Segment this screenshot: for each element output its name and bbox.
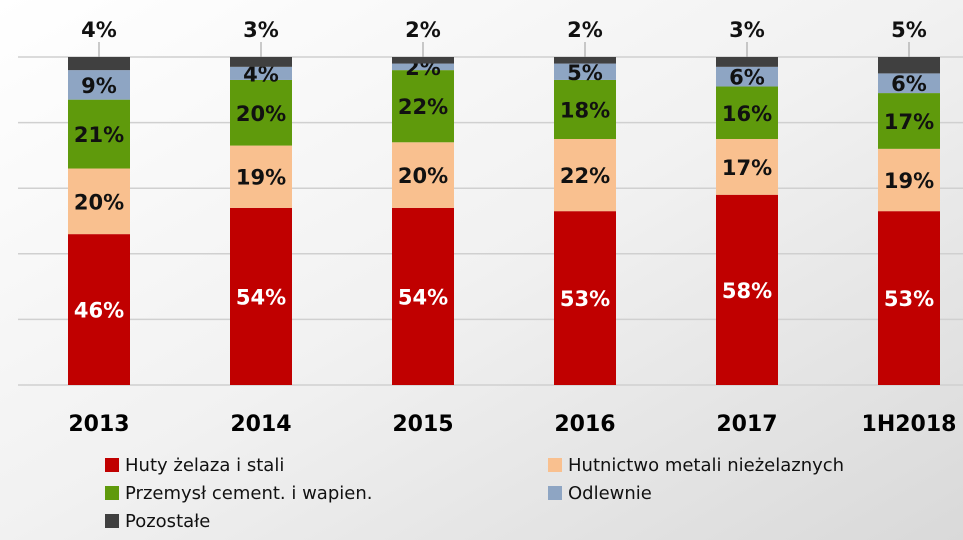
data-label: 54% bbox=[398, 285, 448, 309]
data-label: 2% bbox=[405, 18, 441, 42]
legend-swatch bbox=[105, 514, 119, 528]
bar-segment bbox=[878, 93, 940, 149]
data-label: 19% bbox=[236, 166, 286, 190]
bar-segment bbox=[392, 207, 454, 385]
bar-segment bbox=[392, 63, 454, 71]
legend-swatch bbox=[105, 486, 119, 500]
x-tick-label: 2013 bbox=[68, 412, 129, 437]
bar-segment bbox=[878, 211, 940, 385]
bar-segment bbox=[878, 73, 940, 94]
bar-segment bbox=[230, 207, 292, 385]
data-label: 5% bbox=[891, 18, 927, 42]
x-tick-label: 2016 bbox=[554, 412, 615, 437]
bar-segment bbox=[230, 145, 292, 208]
legend-label: Odlewnie bbox=[568, 483, 652, 504]
bar-segment bbox=[392, 70, 454, 143]
bar-segment bbox=[716, 57, 778, 67]
data-label: 3% bbox=[729, 18, 765, 42]
legend-swatch bbox=[105, 458, 119, 472]
data-label: 46% bbox=[74, 299, 124, 323]
legend-swatch bbox=[548, 458, 562, 472]
x-tick-label: 1H2018 bbox=[862, 412, 957, 437]
x-tick-label: 2015 bbox=[392, 412, 453, 437]
bar-segment bbox=[716, 194, 778, 385]
bar-segment bbox=[68, 234, 130, 385]
x-tick-label: 2014 bbox=[230, 412, 291, 437]
bar-segment bbox=[554, 211, 616, 385]
data-label: 20% bbox=[74, 190, 124, 214]
data-label: 53% bbox=[560, 287, 610, 311]
x-tick-label: 2017 bbox=[716, 412, 777, 437]
data-label: 17% bbox=[722, 156, 772, 180]
data-label: 3% bbox=[243, 18, 279, 42]
legend-label: Hutnictwo metali nieżelaznych bbox=[568, 455, 844, 476]
data-label: 54% bbox=[236, 285, 286, 309]
data-label: 17% bbox=[884, 110, 934, 134]
bar-segment bbox=[554, 57, 616, 64]
bar-segment bbox=[554, 139, 616, 212]
bar-segment bbox=[230, 66, 292, 80]
bar-segment bbox=[68, 70, 130, 100]
data-label: 5% bbox=[567, 61, 603, 85]
legend-label: Huty żelaza i stali bbox=[125, 455, 284, 476]
data-label: 20% bbox=[236, 102, 286, 126]
legend-swatch bbox=[548, 486, 562, 500]
bar-segment bbox=[878, 57, 940, 74]
data-label: 22% bbox=[560, 164, 610, 188]
data-label: 20% bbox=[398, 164, 448, 188]
data-label: 18% bbox=[560, 98, 610, 122]
data-label: 6% bbox=[891, 72, 927, 96]
legend-label: Pozostałe bbox=[125, 511, 210, 532]
bar-segment bbox=[230, 57, 292, 67]
bar-segment bbox=[392, 57, 454, 64]
data-label: 9% bbox=[81, 74, 117, 98]
bar-segment bbox=[68, 57, 130, 71]
bar-segment bbox=[554, 63, 616, 80]
data-label: 16% bbox=[722, 102, 772, 126]
bar-segment bbox=[392, 142, 454, 208]
data-label: 21% bbox=[74, 123, 124, 147]
bar-segment bbox=[230, 79, 292, 146]
bar-segment bbox=[68, 99, 130, 169]
data-label: 19% bbox=[884, 169, 934, 193]
bar-segment bbox=[716, 139, 778, 195]
data-label: 2% bbox=[567, 18, 603, 42]
bar-segment bbox=[554, 79, 616, 139]
bar-segment bbox=[716, 86, 778, 139]
bar-segment bbox=[878, 148, 940, 212]
data-label: 53% bbox=[884, 287, 934, 311]
bar-segment bbox=[716, 66, 778, 87]
data-label: 6% bbox=[729, 66, 765, 90]
legend-label: Przemysł cement. i wapien. bbox=[125, 483, 372, 504]
bar-segment bbox=[68, 168, 130, 235]
data-label: 58% bbox=[722, 279, 772, 303]
data-label: 4% bbox=[81, 18, 117, 42]
data-label: 22% bbox=[398, 95, 448, 119]
